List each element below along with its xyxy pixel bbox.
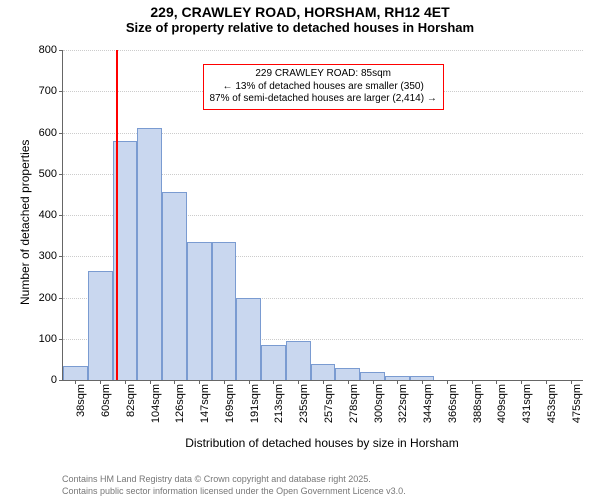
x-tick-label: 453sqm xyxy=(546,384,558,423)
x-tick-label: 278sqm xyxy=(348,384,360,423)
histogram-bar xyxy=(286,341,311,380)
x-tick-label: 300sqm xyxy=(373,384,385,423)
y-axis-label: Number of detached properties xyxy=(18,140,32,305)
y-tick-label: 800 xyxy=(39,44,63,56)
annotation-box: 229 CRAWLEY ROAD: 85sqm← 13% of detached… xyxy=(203,64,444,110)
footer-line-1: Contains HM Land Registry data © Crown c… xyxy=(62,474,371,484)
histogram-bar xyxy=(137,128,162,380)
histogram-bar xyxy=(162,192,187,380)
x-tick-label: 344sqm xyxy=(422,384,434,423)
x-tick-label: 126sqm xyxy=(174,384,186,423)
annotation-line-1: 229 CRAWLEY ROAD: 85sqm xyxy=(210,68,437,81)
chart-container: 0 100 200 300 400 500 600 700 800 38sqm 60sqm 82sqm… xyxy=(0,44,600,464)
histogram-bar xyxy=(88,271,113,380)
annotation-line-3: 87% of semi-detached houses are larger (… xyxy=(210,93,437,106)
x-tick-label: 191sqm xyxy=(249,384,261,423)
histogram-bar xyxy=(410,376,435,380)
y-tick-label: 100 xyxy=(39,333,63,345)
histogram-bar xyxy=(236,298,261,381)
histogram-bar xyxy=(385,376,410,380)
x-tick-label: 147sqm xyxy=(199,384,211,423)
histogram-bar xyxy=(335,368,360,380)
x-tick-label: 388sqm xyxy=(472,384,484,423)
plot-area: 010020030040050060070080038sqm60sqm82sqm… xyxy=(62,50,583,381)
y-tick-label: 0 xyxy=(51,374,63,386)
histogram-bar xyxy=(187,242,212,380)
chart-title-main: 229, CRAWLEY ROAD, HORSHAM, RH12 4ET xyxy=(0,4,600,20)
reference-marker xyxy=(116,50,118,380)
x-tick-label: 431sqm xyxy=(521,384,533,423)
histogram-bar xyxy=(212,242,237,380)
x-tick-label: 322sqm xyxy=(397,384,409,423)
x-tick-label: 82sqm xyxy=(125,384,137,417)
x-axis-label: Distribution of detached houses by size … xyxy=(62,436,582,450)
y-tick-label: 200 xyxy=(39,292,63,304)
y-tick-label: 300 xyxy=(39,250,63,262)
chart-title-sub: Size of property relative to detached ho… xyxy=(0,20,600,35)
y-tick-label: 500 xyxy=(39,168,63,180)
x-tick-label: 38sqm xyxy=(75,384,87,417)
y-tick-label: 600 xyxy=(39,127,63,139)
x-tick-label: 60sqm xyxy=(100,384,112,417)
x-tick-label: 104sqm xyxy=(150,384,162,423)
x-tick-label: 169sqm xyxy=(224,384,236,423)
gridline xyxy=(63,50,583,51)
x-tick-label: 257sqm xyxy=(323,384,335,423)
x-tick-label: 409sqm xyxy=(496,384,508,423)
x-tick-label: 213sqm xyxy=(273,384,285,423)
histogram-bar xyxy=(311,364,336,381)
y-tick-label: 400 xyxy=(39,209,63,221)
histogram-bar xyxy=(360,372,385,380)
histogram-bar xyxy=(63,366,88,380)
y-tick-label: 700 xyxy=(39,85,63,97)
x-tick-label: 235sqm xyxy=(298,384,310,423)
x-tick-label: 475sqm xyxy=(571,384,583,423)
histogram-bar xyxy=(261,345,286,380)
x-tick-label: 366sqm xyxy=(447,384,459,423)
footer-line-2: Contains public sector information licen… xyxy=(62,486,406,496)
annotation-line-2: ← 13% of detached houses are smaller (35… xyxy=(210,81,437,94)
